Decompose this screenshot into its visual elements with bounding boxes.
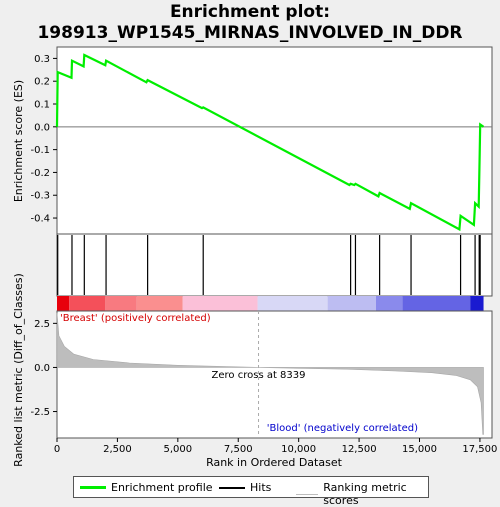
x-axis-label: Rank in Ordered Dataset xyxy=(206,456,343,469)
es-y-tick-label: -0.2 xyxy=(30,168,50,179)
x-tick-label: 7,500 xyxy=(224,444,253,455)
es-y-tick-label: -0.3 xyxy=(30,191,50,202)
metric-y-tick-label: 2.5 xyxy=(34,319,50,330)
es-y-tick-label: -0.4 xyxy=(30,214,50,225)
ranking-metric-path xyxy=(56,312,484,435)
enrichment-profile-line xyxy=(55,53,485,232)
x-tick-label: 17,500 xyxy=(462,444,497,455)
es-panel xyxy=(56,46,493,235)
color-bar-segment xyxy=(105,296,137,311)
title-line-1: Enrichment plot: xyxy=(169,2,331,22)
x-tick-label: 15,000 xyxy=(402,444,437,455)
legend-item-enrichment: Enrichment profile xyxy=(80,481,213,494)
color-bar-segment xyxy=(257,296,328,311)
x-tick-label: 0 xyxy=(54,444,60,455)
negative-correlation-annotation: 'Blood' (negatively correlated) xyxy=(267,423,418,434)
title-line-2: 198913_WP1545_MIRNAS_INVOLVED_IN_DDR xyxy=(37,23,463,43)
hits-marks xyxy=(57,235,481,295)
es-y-label: Enrichment score (ES) xyxy=(12,80,25,202)
metric-y-label: Ranked list metric (Diff_of_Classes) xyxy=(12,273,25,467)
metric-y-tick-label: -2.5 xyxy=(30,407,50,418)
color-bar-segment xyxy=(69,296,106,311)
es-y-ticks: 0.3 0.2 0.1 0.0 -0.1 -0.2 -0.3 -0.4 xyxy=(30,54,57,225)
legend-enrichment-label: Enrichment profile xyxy=(111,481,213,494)
x-tick-label: 10,000 xyxy=(281,444,316,455)
color-bar-segment xyxy=(376,296,403,311)
rank-color-bar xyxy=(57,296,484,311)
x-tick-label: 2,500 xyxy=(103,444,132,455)
ranking-metric-area xyxy=(56,312,484,435)
positive-correlation-annotation: 'Breast' (positively correlated) xyxy=(60,313,211,324)
enrichment-profile-path xyxy=(55,53,485,232)
es-y-tick-label: -0.1 xyxy=(30,145,50,156)
x-tick-label: 5,000 xyxy=(164,444,193,455)
metric-y-tick-label: 0.0 xyxy=(34,363,50,374)
color-bar-segment xyxy=(182,296,258,311)
color-bar-segment xyxy=(470,296,484,311)
es-y-tick-label: 0.3 xyxy=(34,54,50,65)
legend: Enrichment profile Hits Ranking metric s… xyxy=(73,476,429,507)
legend-item-hits: Hits xyxy=(219,481,271,494)
color-bar-segment xyxy=(136,296,183,311)
zero-cross-annotation: Zero cross at 8339 xyxy=(212,370,306,381)
color-bar-segment xyxy=(327,296,376,311)
legend-enrichment-swatch xyxy=(80,486,106,489)
legend-hits-label: Hits xyxy=(250,481,272,494)
legend-item-metric: Ranking metric scores xyxy=(296,481,428,507)
hits-panel xyxy=(56,233,493,297)
es-y-tick-label: 0.1 xyxy=(34,100,50,111)
es-y-tick-label: 0.0 xyxy=(34,122,50,133)
es-y-tick-label: 0.2 xyxy=(34,77,50,88)
legend-metric-label: Ranking metric scores xyxy=(323,481,407,507)
x-axis-ticks: 0 2,500 5,000 7,500 10,000 12,500 15,000 17,500 xyxy=(54,438,497,455)
metric-y-ticks: 2.5 0.0 -2.5 xyxy=(30,319,57,418)
legend-metric-swatch xyxy=(296,493,319,495)
metric-panel xyxy=(56,310,493,439)
color-bar-segment xyxy=(402,296,471,311)
x-tick-label: 12,500 xyxy=(342,444,377,455)
legend-hits-swatch xyxy=(219,486,245,489)
chart-title: Enrichment plot: 198913_WP1545_MIRNAS_IN… xyxy=(0,2,500,44)
color-bar-segment xyxy=(57,296,70,311)
